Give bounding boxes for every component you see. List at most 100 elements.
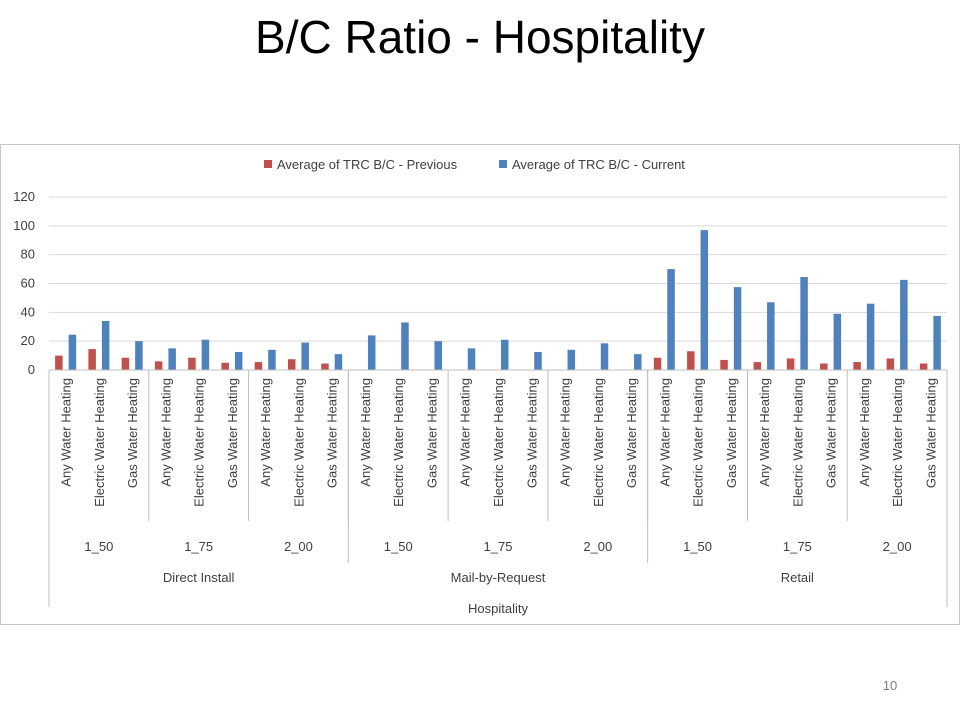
x-tick-label: Gas Water Heating (824, 378, 839, 488)
x-tick-label: Any Water Heating (158, 378, 173, 487)
x-tick-label: Any Water Heating (258, 378, 273, 487)
bar (720, 359, 728, 370)
group-label: Direct Install (163, 570, 235, 585)
bar (321, 363, 329, 370)
page-number: 10 (882, 678, 898, 693)
group-label: Retail (781, 570, 814, 585)
x-tick-label: Gas Water Heating (424, 378, 439, 488)
x-tick-label: Any Water Heating (757, 378, 772, 487)
x-tick-label: Gas Water Heating (923, 378, 938, 488)
bar (221, 362, 229, 370)
x-tick-label: Any Water Heating (59, 378, 74, 487)
group-label: Mail-by-Request (451, 570, 546, 585)
bar (467, 348, 476, 370)
x-tick-label: Gas Water Heating (524, 378, 539, 488)
bar (268, 349, 276, 370)
group-label: Hospitality (468, 601, 528, 616)
group-label: 1_75 (484, 539, 513, 554)
bar (68, 334, 77, 370)
y-tick-label: 80 (21, 247, 35, 262)
bar (800, 277, 808, 370)
legend-swatch (264, 160, 272, 168)
group-label: 2_00 (883, 539, 912, 554)
x-tick-label: Any Water Heating (358, 378, 373, 487)
x-tick-label: Any Water Heating (657, 378, 672, 487)
group-label: 2_00 (583, 539, 612, 554)
legend-label: Average of TRC B/C - Previous (277, 157, 458, 172)
y-tick-label: 20 (21, 333, 35, 348)
bar (434, 341, 442, 370)
group-label: 2_00 (284, 539, 313, 554)
bar (101, 320, 110, 370)
bar (700, 230, 709, 370)
x-axis: Any Water Heating Electric Water Heating G… (48, 369, 948, 616)
bar (334, 354, 343, 370)
bar (866, 303, 875, 370)
x-tick-label: Electric Water Heating (591, 378, 606, 507)
bar (88, 349, 96, 370)
bar (833, 313, 842, 370)
bar (367, 335, 376, 370)
bar (820, 363, 828, 370)
group-label: 1_75 (184, 539, 213, 554)
legend-label: Average of TRC B/C - Current (512, 157, 685, 172)
y-tick-label: 100 (13, 218, 35, 233)
bar (234, 351, 243, 370)
x-tick-label: Any Water Heating (857, 378, 872, 487)
legend-swatch (499, 160, 507, 168)
bar (154, 361, 163, 370)
x-tick-label: Any Water Heating (458, 378, 473, 487)
y-tick-label: 60 (21, 276, 35, 291)
y-tick-label: 40 (21, 304, 35, 319)
bar (168, 348, 176, 370)
bar (687, 351, 695, 370)
x-tick-label: Gas Water Heating (225, 378, 240, 488)
x-tick-label: Gas Water Heating (624, 378, 639, 488)
slide-title: B/C Ratio - Hospitality (255, 11, 705, 63)
bar (653, 357, 662, 370)
x-tick-label: Electric Water Heating (890, 378, 905, 507)
x-tick-label: Electric Water Heating (192, 378, 207, 507)
x-tick-label: Electric Water Heating (291, 378, 306, 507)
x-tick-label: Gas Water Heating (325, 378, 340, 488)
bar (767, 302, 775, 370)
x-tick-label: Electric Water Heating (92, 378, 107, 507)
bar (919, 363, 928, 370)
bar (886, 358, 895, 370)
bar (501, 339, 509, 370)
bar (135, 341, 143, 370)
x-tick-label: Gas Water Heating (125, 378, 140, 488)
group-label: 1_50 (84, 539, 113, 554)
bar (933, 315, 941, 370)
bar (753, 362, 762, 370)
group-label: 1_50 (384, 539, 413, 554)
bar (201, 339, 210, 370)
chart-area: Average of TRC B/C - Previous Average of … (0, 144, 960, 625)
bar (188, 357, 196, 370)
y-tick-label: 120 (13, 189, 35, 204)
bar (853, 362, 861, 370)
gridlines (49, 196, 947, 342)
x-tick-label: Electric Water Heating (691, 378, 706, 507)
bar (667, 269, 675, 370)
x-tick-label: Electric Water Heating (391, 378, 406, 507)
group-label: 1_50 (683, 539, 712, 554)
group-label: 1_75 (783, 539, 812, 554)
x-tick-label: Electric Water Heating (491, 378, 506, 507)
bar (121, 357, 130, 370)
bar (287, 359, 296, 370)
bar (301, 342, 309, 370)
chart-legend: Average of TRC B/C - Previous Average of … (264, 157, 685, 172)
bar-chart: Average of TRC B/C - Previous Average of … (13, 157, 948, 616)
bar (634, 354, 642, 370)
bars (55, 230, 941, 370)
bar (786, 358, 795, 370)
x-tick-label: Gas Water Heating (724, 378, 739, 488)
bar (534, 351, 542, 370)
bar (567, 349, 576, 370)
bar (900, 279, 908, 370)
bar (55, 355, 63, 370)
bar (401, 322, 409, 370)
bar (733, 287, 742, 370)
bar (600, 343, 609, 370)
